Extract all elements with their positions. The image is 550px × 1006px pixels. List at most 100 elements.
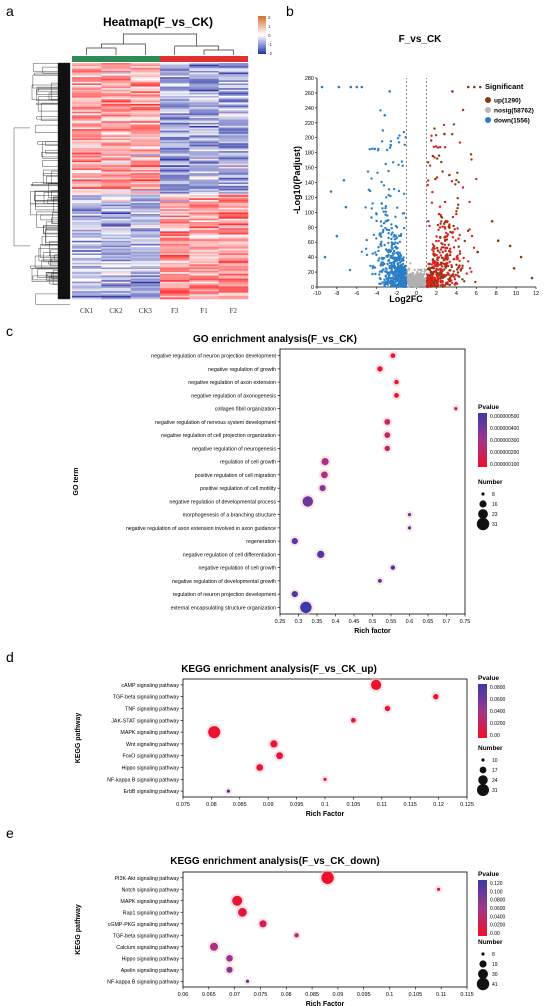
row-dendro-branch xyxy=(37,141,70,145)
heatmap-cell xyxy=(101,182,131,185)
heatmap-cell xyxy=(218,184,249,187)
heatmap-cell xyxy=(189,103,219,106)
heatmap-cell xyxy=(189,210,219,213)
panel-c: c GO enrichment analysis(F_vs_CK)0.25 0.3… xyxy=(6,323,519,635)
go-chart-number-legend-circle xyxy=(481,492,485,496)
go-chart-term-label: negative regulation of cell growth xyxy=(199,566,276,572)
heatmap-cell xyxy=(160,273,190,276)
heatmap-cell xyxy=(189,179,219,182)
heatmap-cell xyxy=(101,196,131,199)
heatmap-cell xyxy=(72,294,102,297)
heatmap-cell xyxy=(101,146,131,149)
go-chart-bubble xyxy=(454,407,458,411)
heatmap-cell xyxy=(218,163,249,166)
heatmap-cell xyxy=(72,174,102,177)
volcano-point-down xyxy=(381,207,384,210)
heatmap-cell xyxy=(101,177,131,180)
heatmap-cell xyxy=(101,110,131,113)
heatmap-cell xyxy=(72,248,102,251)
heatmap-cell xyxy=(101,188,131,191)
volcano-point-up xyxy=(428,268,431,272)
volcano-point-up xyxy=(450,231,454,235)
heatmap-cell xyxy=(72,152,102,155)
go-chart-number-legend-circle xyxy=(476,517,490,531)
volcano-point-down xyxy=(365,253,369,257)
volcano-point-down xyxy=(389,194,392,198)
go-chart-bubble xyxy=(317,550,325,559)
volcano-point-down xyxy=(396,273,399,277)
heatmap-cell xyxy=(189,67,219,70)
heatmap-cell xyxy=(72,192,102,194)
heatmap-cell xyxy=(218,215,249,218)
heatmap-cell xyxy=(218,75,249,78)
heatmap-cell xyxy=(189,228,219,231)
volcano-point-up xyxy=(436,223,440,227)
panel-e-letter: e xyxy=(6,825,14,841)
heatmap-cell xyxy=(189,236,219,238)
heatmap-cell xyxy=(189,86,219,89)
heatmap-cell xyxy=(189,130,219,133)
heatmap-cell xyxy=(101,121,131,124)
go-chart-number-legend-label: 23 xyxy=(492,512,498,518)
heatmap-cell xyxy=(160,248,190,251)
heatmap-cell xyxy=(160,295,190,298)
volcano-point-nosig xyxy=(419,271,422,274)
heatmap-cell xyxy=(101,86,131,89)
kegg-up-chart-bubble xyxy=(351,717,356,723)
heatmap-cell xyxy=(189,265,219,268)
volcano-point-up xyxy=(441,283,444,286)
heatmap-cell xyxy=(130,121,161,124)
row-dendro-dense xyxy=(57,62,71,300)
heatmap-cell xyxy=(189,287,219,290)
volcano-point-down xyxy=(381,281,384,284)
volcano-point-up xyxy=(467,260,470,263)
go-chart-pvalue-legend-tick: 0.000000400 xyxy=(490,426,519,432)
heatmap-cell xyxy=(72,75,102,78)
volcano-point-up xyxy=(436,246,439,250)
heatmap-cell xyxy=(218,113,249,116)
heatmap-cell xyxy=(101,169,131,172)
heatmap-cell xyxy=(130,212,161,215)
heatmap-cell xyxy=(218,135,249,138)
heatmap-cell xyxy=(189,155,219,158)
kegg-down-chart-pvalue-legend-tick: 0.00 xyxy=(490,931,500,937)
volcano-point-up xyxy=(456,207,459,210)
volcano-point-down xyxy=(378,257,381,260)
volcano-point-up xyxy=(438,251,441,254)
heatmap-cell xyxy=(160,97,190,100)
heatmap-cell xyxy=(101,198,131,201)
heatmap-cell xyxy=(218,122,249,125)
heatmap-cell xyxy=(72,83,102,86)
volcano-point-down xyxy=(397,270,401,273)
volcano-point-up xyxy=(451,133,454,136)
heatmap-cell xyxy=(72,272,102,275)
heatmap-cell xyxy=(130,206,161,209)
heatmap-cell xyxy=(101,243,131,246)
go-chart-term-label: negative regulation of axon extension xyxy=(188,380,276,386)
heatmap-cell xyxy=(130,124,161,127)
heatmap-column-dendrogram xyxy=(86,33,234,55)
volcano-point-down xyxy=(403,192,406,195)
heatmap-cell xyxy=(130,119,161,122)
volcano-point-down xyxy=(388,146,392,149)
kegg-up-chart-x-tick-label: 0.08 xyxy=(206,802,217,808)
heatmap-cell xyxy=(130,287,161,290)
heatmap-legend-tick: 0 xyxy=(268,33,271,38)
heatmap-cell xyxy=(101,232,131,235)
go-chart-y-label: GO term xyxy=(73,467,80,495)
volcano-point-down xyxy=(392,264,395,267)
heatmap-cell xyxy=(72,121,102,124)
volcano-point-up xyxy=(427,179,430,182)
heatmap-cell xyxy=(130,122,161,125)
heatmap-cell xyxy=(72,111,102,114)
kegg-up-chart-term-label: MAPK signaling pathway xyxy=(120,730,179,736)
volcano-point-down xyxy=(393,258,396,261)
row-dendro-branch xyxy=(35,190,70,207)
volcano-point-up xyxy=(445,238,449,241)
heatmap-cell xyxy=(101,289,131,292)
volcano-legend-swatch xyxy=(485,117,491,123)
heatmap-cell xyxy=(160,242,190,245)
heatmap-cell xyxy=(189,66,219,69)
heatmap-cell xyxy=(72,97,102,100)
heatmap-cell xyxy=(218,267,249,270)
